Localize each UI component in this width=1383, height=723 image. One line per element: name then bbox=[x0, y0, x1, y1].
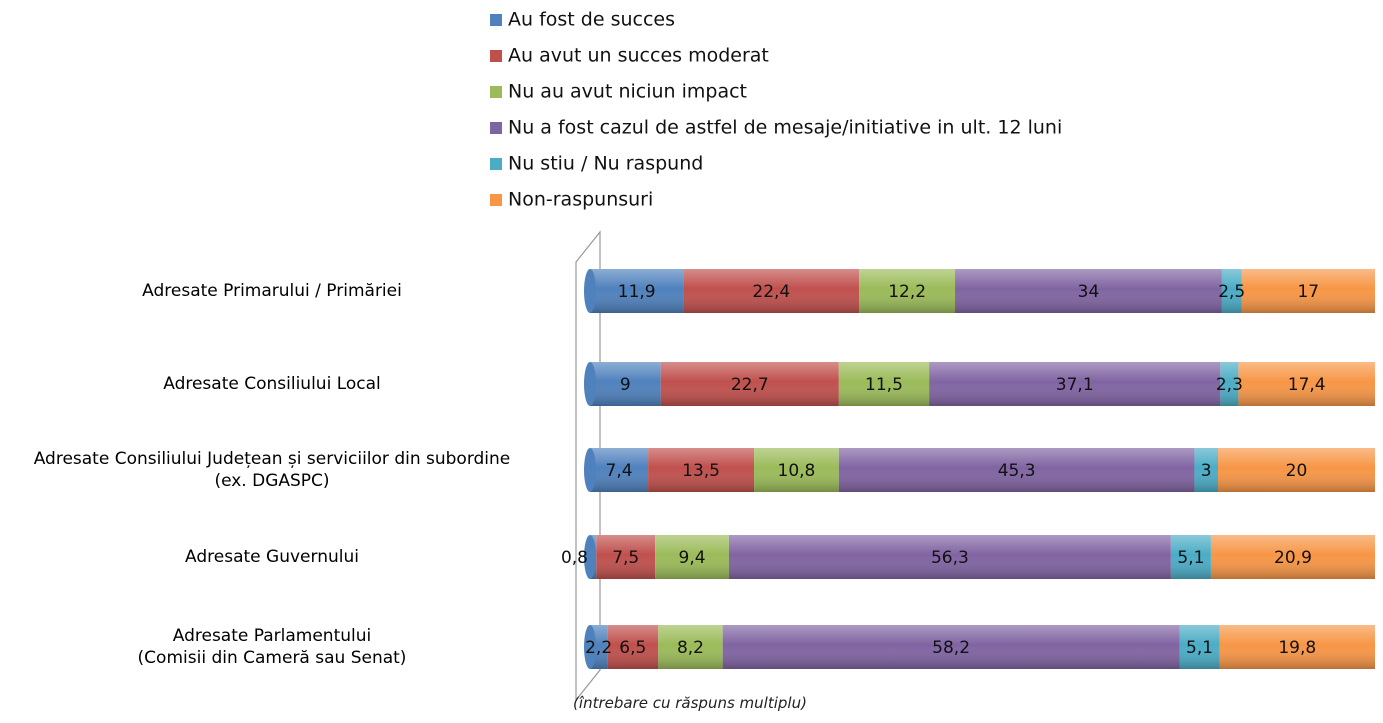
data-label: 11,9 bbox=[618, 282, 656, 302]
data-label: 20 bbox=[1286, 461, 1308, 481]
legend-label: Nu au avut niciun impact bbox=[508, 81, 747, 103]
data-label: 45,3 bbox=[998, 461, 1036, 481]
bar-shading bbox=[590, 535, 1375, 579]
legend-label: Nu stiu / Nu raspund bbox=[508, 153, 703, 175]
legend-label: Non-raspunsuri bbox=[508, 189, 653, 211]
bar-shading bbox=[590, 362, 1375, 406]
data-label: 9,4 bbox=[679, 548, 706, 568]
data-label: 9 bbox=[620, 375, 631, 395]
bar-cap bbox=[584, 269, 596, 313]
bar-shading bbox=[590, 625, 1375, 669]
bar-shading bbox=[590, 269, 1375, 313]
bar-cap bbox=[584, 625, 596, 669]
data-label: 2,3 bbox=[1216, 375, 1243, 395]
data-label: 56,3 bbox=[931, 548, 969, 568]
data-label: 22,4 bbox=[752, 282, 790, 302]
data-label: 20,9 bbox=[1274, 548, 1312, 568]
category-label: Adresate Parlamentului (Comisii din Came… bbox=[137, 626, 407, 668]
legend-swatch bbox=[490, 158, 502, 170]
data-label: 6,5 bbox=[619, 638, 646, 658]
legend-swatch bbox=[490, 50, 502, 62]
data-label: 11,5 bbox=[865, 375, 903, 395]
note: (întrebare cu răspuns multiplu) bbox=[573, 694, 807, 712]
data-label: 17,4 bbox=[1288, 375, 1326, 395]
bar-shading bbox=[590, 448, 1375, 492]
data-label: 34 bbox=[1078, 282, 1100, 302]
data-label: 0,8 bbox=[561, 548, 588, 568]
data-label: 12,2 bbox=[888, 282, 926, 302]
category-label: Adresate Consiliului Local bbox=[163, 374, 381, 394]
data-label: 7,5 bbox=[612, 548, 639, 568]
back-wall bbox=[575, 230, 601, 702]
legend-label: Au avut un succes moderat bbox=[508, 45, 769, 67]
data-label: 37,1 bbox=[1056, 375, 1094, 395]
bar-cap bbox=[584, 448, 596, 492]
legend-label: Au fost de succes bbox=[508, 9, 675, 31]
data-label: 2,5 bbox=[1218, 282, 1245, 302]
data-label: 3 bbox=[1201, 461, 1212, 481]
legend-swatch bbox=[490, 14, 502, 26]
bar-cap bbox=[584, 362, 596, 406]
data-label: 19,8 bbox=[1278, 638, 1316, 658]
category-label: Adresate Guvernului bbox=[185, 547, 359, 567]
data-label: 5,1 bbox=[1186, 638, 1213, 658]
legend-swatch bbox=[490, 86, 502, 98]
data-label: 8,2 bbox=[677, 638, 704, 658]
data-label: 10,8 bbox=[778, 461, 816, 481]
category-label: Adresate Consiliului Județean și servici… bbox=[33, 449, 511, 491]
data-label: 17 bbox=[1297, 282, 1319, 302]
data-label: 2,2 bbox=[585, 638, 612, 658]
bar-cap bbox=[584, 535, 596, 579]
data-label: 5,1 bbox=[1177, 548, 1204, 568]
category-label: Adresate Primarului / Primăriei bbox=[142, 281, 402, 301]
legend-swatch bbox=[490, 122, 502, 134]
data-label: 22,7 bbox=[731, 375, 769, 395]
data-label: 58,2 bbox=[932, 638, 970, 658]
legend-label: Nu a fost cazul de astfel de mesaje/init… bbox=[508, 117, 1062, 139]
data-label: 7,4 bbox=[606, 461, 633, 481]
data-label: 13,5 bbox=[682, 461, 720, 481]
legend-swatch bbox=[490, 194, 502, 206]
